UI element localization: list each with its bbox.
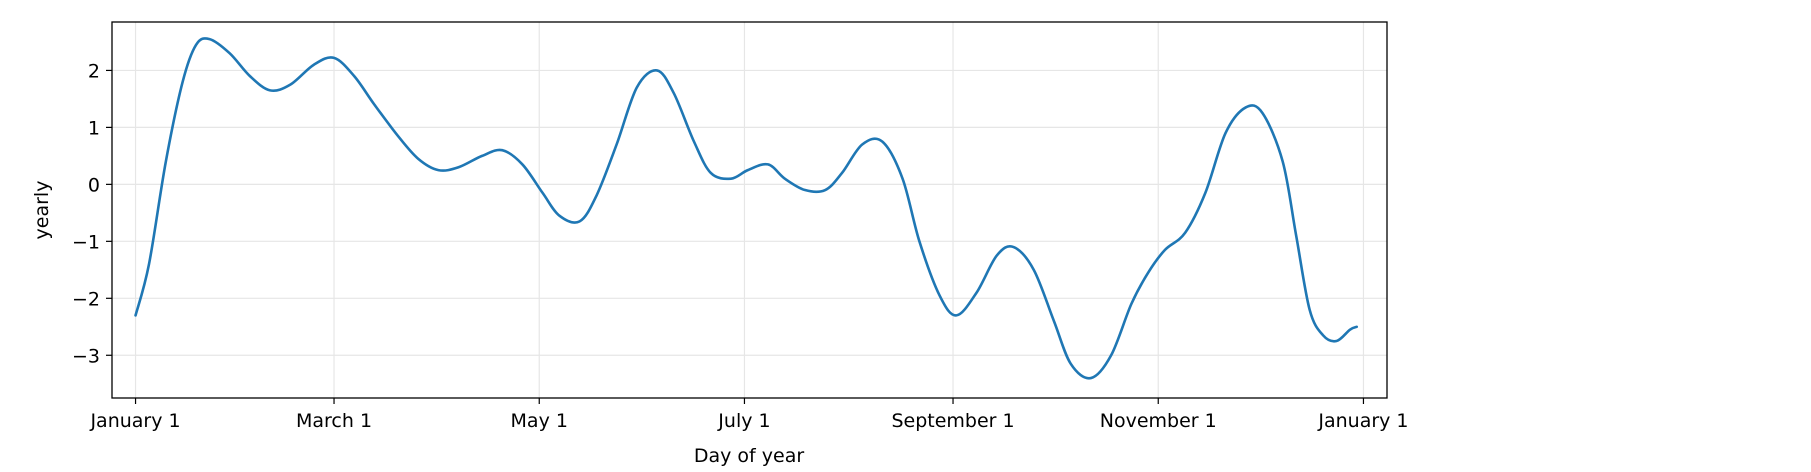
y-tick-label: −3 [72,345,100,367]
x-tick-label: January 1 [1317,410,1408,432]
x-tick-label: September 1 [891,410,1014,432]
x-tick-label: January 1 [89,410,180,432]
y-tick-label: 1 [88,117,100,139]
y-tick-label: 0 [88,174,100,196]
y-axis-ticks: 2 1 0 −1 −2 −3 [72,60,112,367]
x-tick-label: July 1 [717,410,770,432]
x-tick-label: May 1 [511,410,568,432]
x-axis-label: Day of year [694,445,804,467]
x-tick-label: March 1 [296,410,372,432]
x-axis-ticks: January 1 March 1 May 1 July 1 September 1 No… [89,398,1409,432]
y-axis-label: yearly [31,181,53,240]
series-line-yearly [134,37,1359,380]
x-tick-label: November 1 [1100,410,1217,432]
data-line-layer [134,37,1359,380]
plot-frame [111,21,1388,399]
y-tick-label: −1 [72,231,100,253]
y-tick-label: −2 [72,288,100,310]
y-tick-label: 2 [88,60,100,82]
